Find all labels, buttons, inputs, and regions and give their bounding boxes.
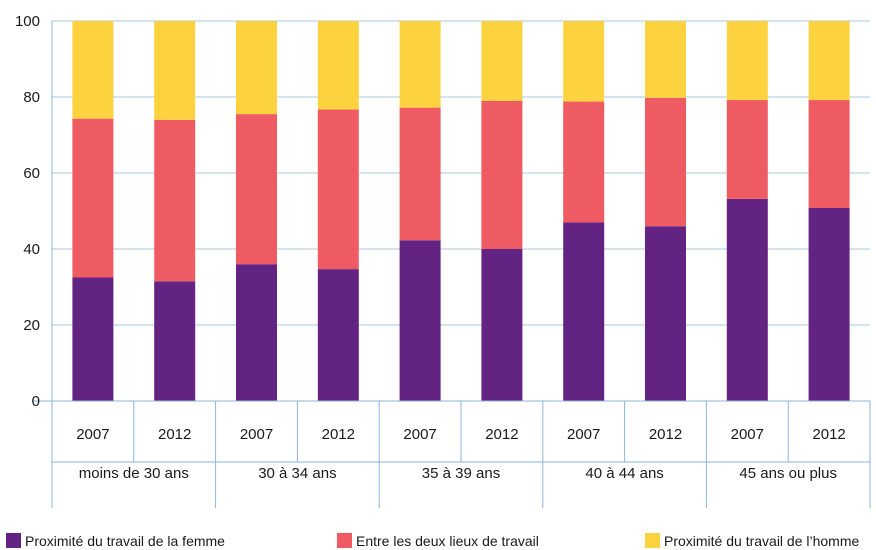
bar-segment: [236, 264, 277, 401]
y-tick-label: 100: [15, 13, 40, 30]
bar-segment: [317, 21, 359, 110]
age-group-label: 40 à 44 ans: [585, 465, 663, 482]
bar-segment: [481, 100, 523, 249]
legend-label: Entre les deux lieux de travail: [356, 533, 539, 549]
legend-swatch: [645, 533, 660, 548]
bar-segment: [399, 240, 441, 401]
bar-segment: [154, 21, 196, 120]
bar-segment: [645, 97, 686, 227]
age-group-label: 45 ans ou plus: [739, 465, 837, 482]
bar-segment: [317, 109, 359, 270]
year-tick-label: 2012: [322, 426, 355, 443]
bar-segment: [808, 21, 850, 101]
bars: [72, 21, 850, 401]
bar-segment: [72, 21, 114, 119]
year-tick-label: 2012: [485, 426, 518, 443]
x-axis-table: 2007 2012 2007 2012 2007 2012 2007 2012 2007 2012…: [32, 21, 871, 508]
bar-segment: [72, 118, 114, 278]
legend-swatch: [6, 533, 21, 548]
bar-segment: [154, 119, 196, 282]
bar-segment: [726, 198, 768, 401]
bar-segment: [563, 21, 605, 102]
bar-segment: [236, 114, 277, 265]
bar-segment: [399, 21, 441, 108]
bar-segment: [481, 249, 523, 401]
year-tick-label: 2007: [731, 426, 764, 443]
year-tick-label: 2012: [158, 426, 191, 443]
age-group-label: 35 à 39 ans: [422, 465, 500, 482]
y-axis-ticks: 0 20 40 60 80 100: [15, 13, 40, 410]
year-tick-label: 2007: [567, 426, 600, 443]
bar-segment: [481, 21, 523, 101]
y-tick-label: 60: [23, 165, 40, 182]
legend-label: Proximité du travail de la femme: [25, 533, 225, 549]
legend: Proximité du travail de la femme Entre le…: [6, 533, 860, 549]
bar-segment: [726, 21, 768, 101]
bar-segment: [563, 101, 605, 223]
y-tick-label: 80: [23, 89, 40, 106]
y-tick-label: 20: [23, 317, 40, 334]
bar-segment: [808, 207, 850, 401]
year-tick-label: 2012: [649, 426, 682, 443]
bar-segment: [563, 222, 605, 401]
bar-segment: [808, 100, 850, 208]
bar-segment: [645, 21, 686, 98]
y-tick-label: 40: [23, 241, 40, 258]
y-tick-label: 0: [32, 393, 40, 410]
bar-segment: [645, 226, 686, 401]
bar-segment: [317, 269, 359, 401]
legend-label: Proximité du travail de l’homme: [664, 533, 860, 549]
legend-swatch: [337, 533, 352, 548]
bar-segment: [72, 277, 114, 401]
year-tick-label: 2007: [240, 426, 273, 443]
age-group-label: moins de 30 ans: [79, 465, 189, 482]
year-tick-label: 2007: [76, 426, 109, 443]
bar-segment: [399, 107, 441, 241]
year-tick-label: 2012: [812, 426, 845, 443]
year-tick-label: 2007: [403, 426, 436, 443]
bar-segment: [154, 281, 196, 401]
age-group-label: 30 à 34 ans: [258, 465, 336, 482]
bar-segment: [236, 21, 277, 115]
bar-segment: [726, 100, 768, 199]
